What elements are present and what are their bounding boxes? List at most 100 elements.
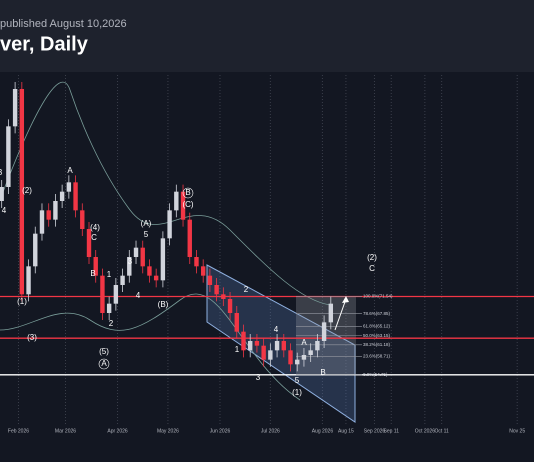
wave-label: C <box>91 233 97 242</box>
grid <box>17 75 518 425</box>
wave-label: B <box>320 368 325 377</box>
header-band <box>0 0 534 72</box>
candle-body <box>153 275 159 281</box>
wave-label: 1 <box>107 270 112 279</box>
x-tick-label: Feb 2026 <box>8 428 29 434</box>
candle-body <box>274 341 280 351</box>
candle-body <box>106 303 112 313</box>
wave-label: (1) <box>17 297 27 306</box>
candle-body <box>174 191 179 211</box>
x-tick-label: Aug 15 <box>338 428 354 434</box>
x-tick-label: Sep 2026 <box>364 428 386 434</box>
wave-label: 1 <box>235 345 240 354</box>
candle-body <box>248 341 253 351</box>
fib-label: 0.0%(54.75) <box>363 372 388 377</box>
fib-label: 23.6%(58.71) <box>363 354 391 359</box>
wave-label: 5 <box>295 376 300 385</box>
candle-body <box>194 257 199 267</box>
candle-body <box>140 247 145 267</box>
candle-body <box>12 89 18 127</box>
wave-label: A <box>101 359 107 368</box>
wave-label: (5) <box>99 347 109 356</box>
candle-body <box>207 275 213 285</box>
wave-circle <box>182 187 194 199</box>
candle-body <box>180 191 186 220</box>
wave-label: 3 <box>0 168 3 177</box>
candle-body <box>53 201 58 220</box>
x-tick-label: May 2026 <box>157 428 179 434</box>
wave-label: (A) <box>141 219 152 228</box>
wave-label: 5 <box>144 230 149 239</box>
wave-label: 2 <box>244 285 249 294</box>
candle-body <box>80 210 85 229</box>
candle-body <box>167 210 172 239</box>
candle-body <box>6 126 11 187</box>
wave-label: 4 <box>274 325 279 334</box>
candle-body <box>254 341 260 346</box>
wave-label: 4 <box>136 291 141 300</box>
wave-label: (2) <box>367 253 377 262</box>
wave-label: (C) <box>182 200 193 209</box>
x-tick-label: Apr 2026 <box>107 428 128 434</box>
band-upper <box>0 82 331 306</box>
wave-label: 4 <box>2 206 7 215</box>
candle-body <box>19 89 25 295</box>
candle-body <box>0 187 4 201</box>
fib-label: 38.2%(61.18) <box>363 342 391 347</box>
x-tick-label: Jun 2026 <box>210 428 231 434</box>
candle-body <box>214 285 219 295</box>
wave-label: (2) <box>22 186 32 195</box>
x-tick-label: Sep 11 <box>384 428 400 434</box>
wave-label: 3 <box>256 373 261 382</box>
arrow-head <box>342 296 349 303</box>
x-tick-label: Nov 25 <box>509 428 525 434</box>
title: ver, Daily <box>0 33 89 55</box>
candle-body <box>187 219 192 257</box>
wave-label: B <box>185 188 190 197</box>
candle-body <box>59 191 65 201</box>
wave-label: (B) <box>158 300 169 309</box>
wave-label: B <box>90 269 95 278</box>
candle-body <box>315 341 320 351</box>
candle-body <box>221 294 226 299</box>
candle-body <box>113 285 119 304</box>
wave-circle <box>98 358 110 370</box>
candle-body <box>328 303 334 323</box>
wave-label: (4) <box>90 223 100 232</box>
wave-label: (1) <box>292 388 302 397</box>
wave-label: 2 <box>109 319 114 328</box>
fib-label: 61.8%(65.12) <box>363 324 391 329</box>
candle-body <box>33 233 38 267</box>
candle-body <box>200 266 206 276</box>
candle-body <box>281 341 286 351</box>
fib-label: 100.0%(71.54) <box>363 294 393 299</box>
fib-label: 78.6%(67.85) <box>363 311 391 316</box>
wave-label: A <box>301 338 307 347</box>
candle-body <box>234 313 239 332</box>
candle-body <box>120 275 125 285</box>
wave-label: C <box>369 264 375 273</box>
plot: 100.0%(71.54)78.6%(67.85)61.8%(65.12)50.… <box>0 82 534 397</box>
candle-body <box>66 182 72 192</box>
candle-body <box>26 266 31 295</box>
candle-body <box>93 257 98 276</box>
fib-label: 50.0%(63.15) <box>363 333 391 338</box>
candle-body <box>268 350 273 360</box>
candle-body <box>321 322 327 341</box>
x-tick-label: Oct 2026 <box>415 428 436 434</box>
arrow <box>334 298 347 331</box>
candle-body <box>86 229 92 257</box>
candle-body <box>308 350 313 355</box>
candle-body <box>133 247 139 257</box>
candle-body <box>39 210 45 234</box>
candle-body <box>127 257 132 276</box>
x-tick-label: Mar 2026 <box>55 428 76 434</box>
candle-body <box>288 350 293 365</box>
x-tick-label: Jul 2026 <box>261 428 280 434</box>
wave-label: A <box>67 166 73 175</box>
candle-body <box>46 210 51 220</box>
candle-body <box>73 182 78 211</box>
candle-body <box>261 345 266 360</box>
candle-body <box>301 355 307 360</box>
